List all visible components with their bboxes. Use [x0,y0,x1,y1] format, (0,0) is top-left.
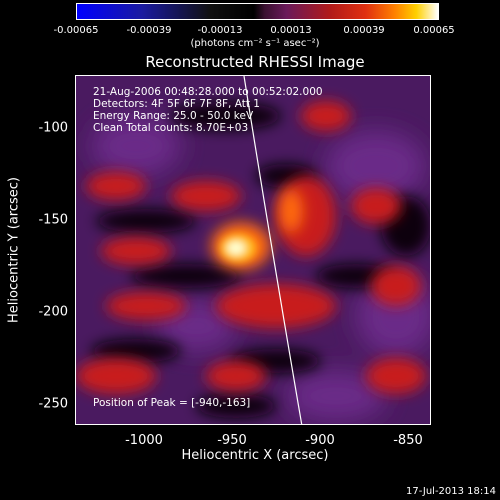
info-peak: Position of Peak = [-940,-163] [93,397,251,409]
y-tick-label: -200 [38,304,68,320]
solar-limb [243,76,303,424]
info-clean: Clean Total counts: 8.70E+03 [93,122,249,134]
info-time: 21-Aug-2006 00:48:28.000 to 00:52:02.000 [93,86,323,98]
date-stamp: 17-Jul-2013 18:14 [405,486,496,497]
y-tick-label: -150 [38,212,68,228]
image-title: Reconstructed RHESSI Image [145,53,365,71]
x-axis-label: Heliocentric X (arcsec) [181,448,329,463]
colorbar-tick: -0.00065 [53,25,99,36]
colorbar-tick: 0.00065 [413,25,455,36]
x-tick-label: -1000 [125,433,163,448]
colorbar [76,3,439,20]
colorbar-tick: -0.00013 [197,25,243,36]
info-energy: Energy Range: 25.0 - 50.0 keV [93,110,254,122]
y-tick-label: -100 [38,120,68,136]
rhessi-image [75,75,431,425]
y-axis-label: Heliocentric Y (arcsec) [6,177,22,323]
colorbar-tick: 0.00013 [270,25,312,36]
colorbar-tick: -0.00039 [126,25,172,36]
x-tick-label: -900 [305,433,335,448]
x-tick-label: -850 [393,433,423,448]
info-detectors: Detectors: 4F 5F 6F 7F 8F, Att 1 [93,98,260,110]
x-tick-label: -950 [217,433,247,448]
colorbar-tick: 0.00039 [343,25,385,36]
y-tick-label: -250 [38,396,68,412]
colorbar-units: (photons cm⁻² s⁻¹ asec⁻²) [190,38,320,49]
